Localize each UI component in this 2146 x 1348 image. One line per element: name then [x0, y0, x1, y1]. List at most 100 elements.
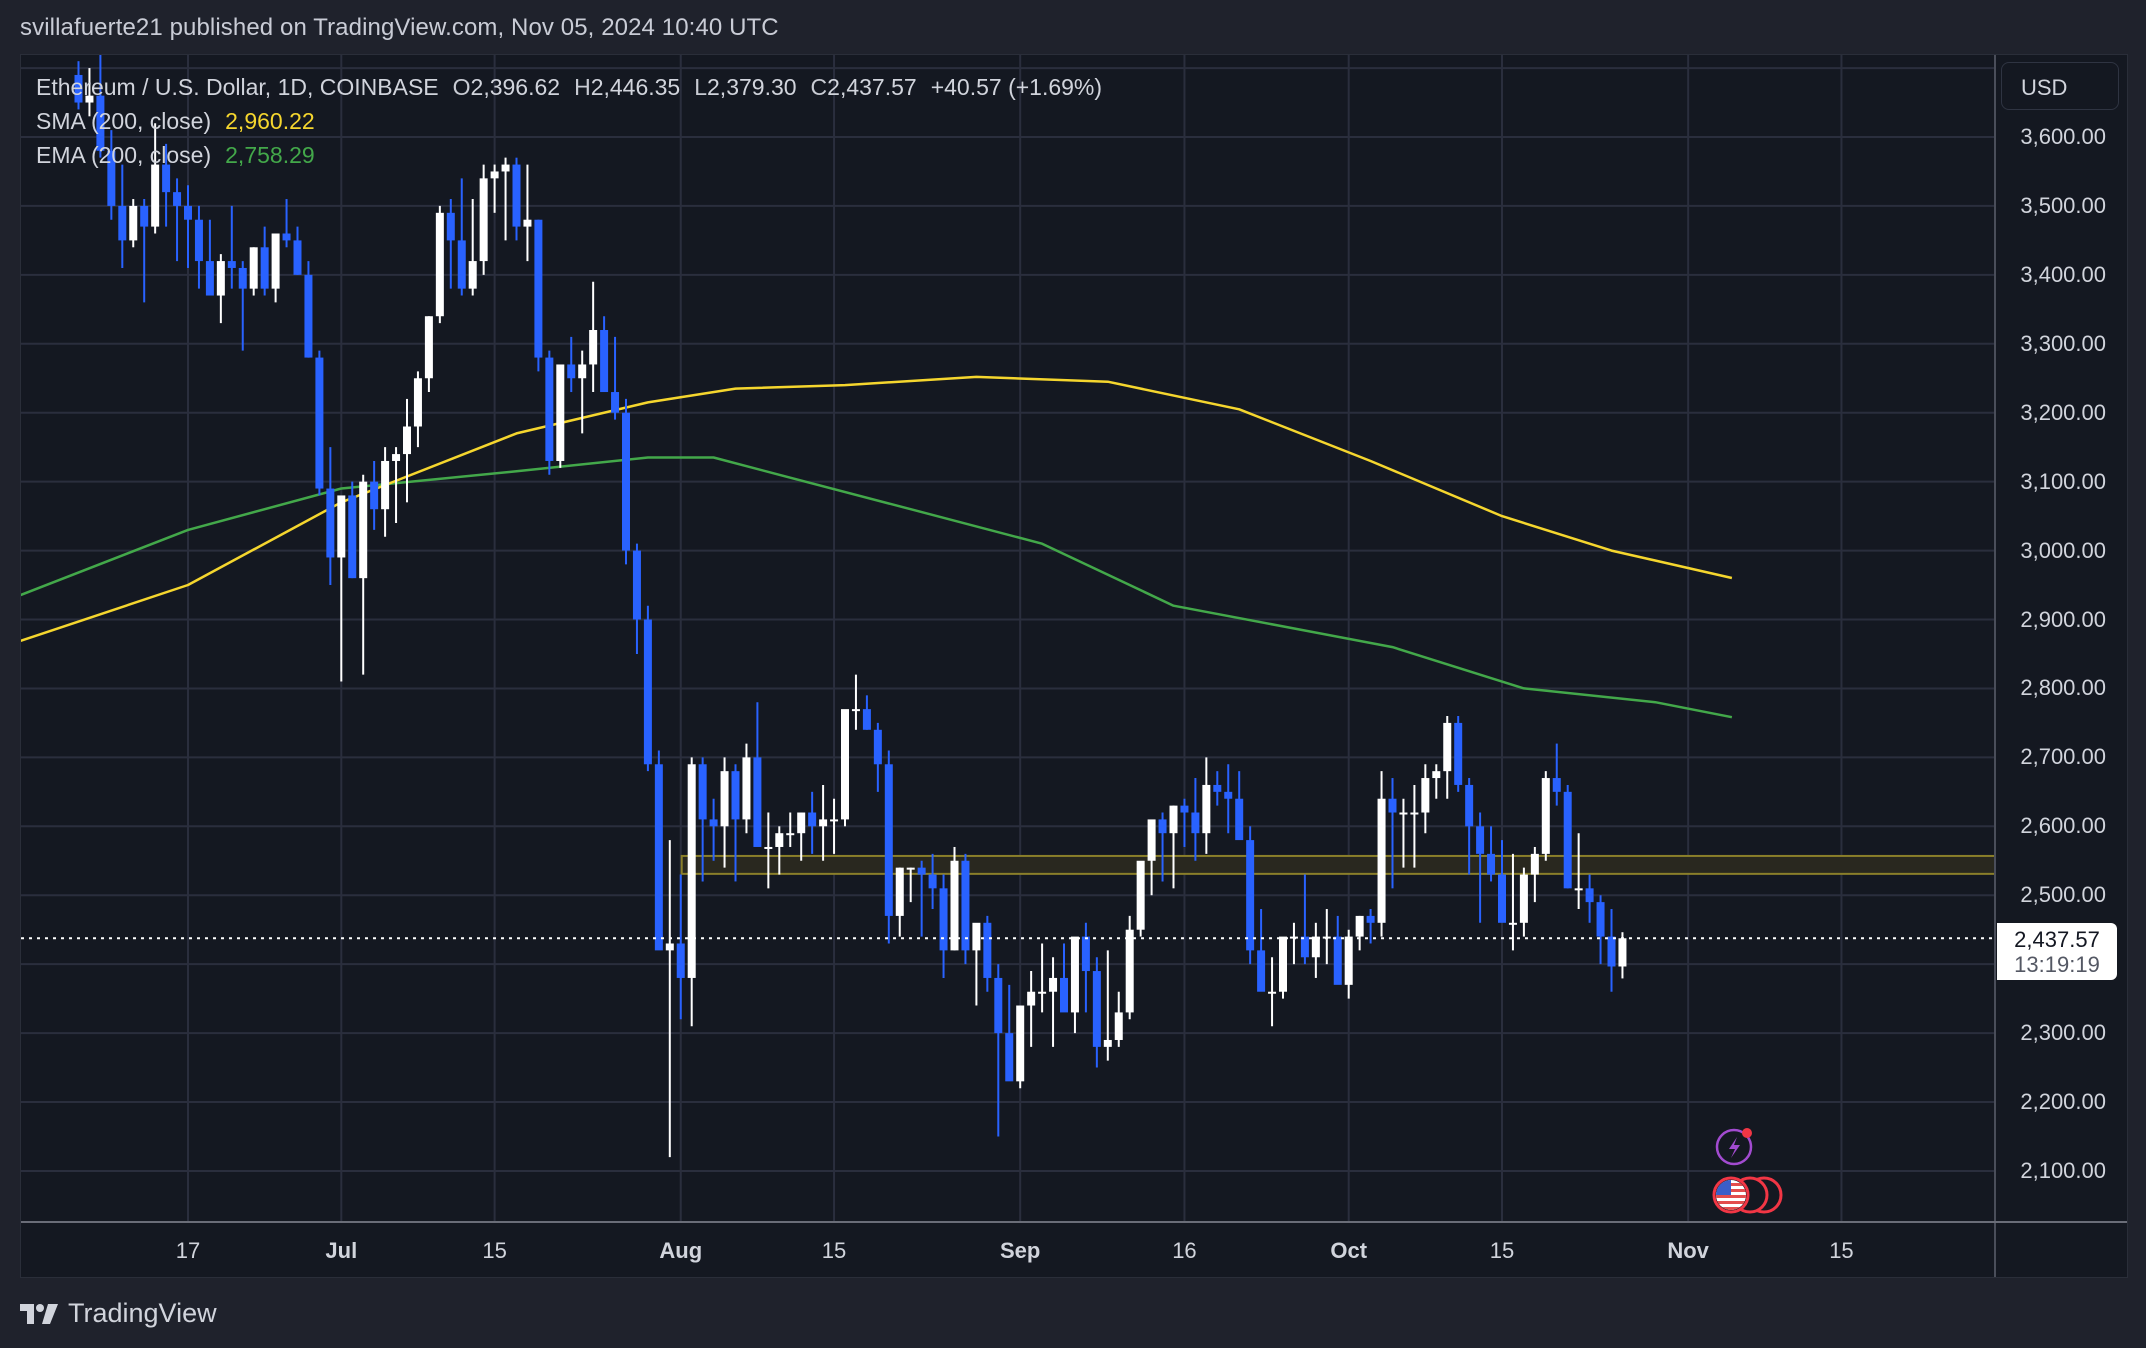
- candle-body: [1060, 977, 1068, 1013]
- high-value: H2,446.35: [574, 74, 681, 100]
- time-tick-label: Nov: [1667, 1238, 1709, 1263]
- candle-body: [622, 412, 630, 551]
- candle-body: [873, 729, 882, 765]
- candle-body: [1257, 950, 1266, 992]
- ema-legend-row[interactable]: EMA (200, close) 2,758.29: [36, 138, 1102, 172]
- candle-body: [260, 247, 269, 289]
- candle-body: [1016, 1005, 1025, 1082]
- candle-body: [457, 240, 466, 289]
- candle-body: [1027, 991, 1036, 1006]
- candle-body: [1038, 991, 1047, 994]
- candle-body: [512, 164, 521, 227]
- candle-body: [424, 316, 433, 379]
- candle-body: [381, 460, 390, 510]
- candle-body: [392, 454, 401, 461]
- candle-body: [819, 819, 828, 827]
- candle-body: [611, 392, 620, 413]
- candle-body: [884, 764, 893, 916]
- candle-body: [972, 922, 981, 951]
- candle-body: [96, 95, 105, 151]
- candle-body: [282, 233, 291, 241]
- time-tick-label: 17: [175, 1238, 201, 1263]
- ema-value: 2,758.29: [225, 142, 315, 168]
- candle-body: [1410, 812, 1419, 815]
- news-flash-event-icon[interactable]: [1713, 1124, 1757, 1168]
- candle-body: [742, 757, 751, 820]
- candle-body: [129, 205, 138, 241]
- candle-body: [468, 261, 477, 289]
- candle-body: [1213, 784, 1222, 792]
- time-tick-label: 15: [821, 1238, 847, 1263]
- candle-body: [1191, 812, 1200, 834]
- candle-body: [720, 771, 729, 827]
- candle-body: [326, 488, 335, 558]
- candle-body: [1454, 722, 1463, 785]
- candle-body: [775, 833, 784, 847]
- candle-body: [249, 247, 258, 289]
- ema-label: EMA (200, close): [36, 142, 212, 168]
- candle-body: [435, 212, 444, 317]
- time-tick-label: Jul: [325, 1238, 358, 1263]
- candle-body: [1114, 1012, 1123, 1040]
- candle-body: [479, 178, 488, 262]
- symbol-title[interactable]: Ethereum / U.S. Dollar, 1D, COINBASE: [36, 74, 439, 100]
- candle-body: [950, 860, 959, 951]
- candle-body: [523, 219, 532, 227]
- candle-body: [501, 164, 510, 172]
- candle-body: [786, 833, 795, 836]
- candle-body: [227, 261, 236, 268]
- sma-value: 2,960.22: [225, 108, 315, 134]
- candle-body: [413, 378, 422, 427]
- close-value: C2,437.57: [810, 74, 917, 100]
- candle-body: [1618, 938, 1627, 967]
- candle-body: [1147, 819, 1156, 861]
- candle-body: [304, 274, 313, 358]
- price-tick-label: 3,200.00: [2020, 399, 2106, 425]
- candle-body: [238, 267, 247, 289]
- price-tick-label: 2,300.00: [2020, 1020, 2106, 1046]
- candle-body: [797, 812, 806, 834]
- price-tick-label: 2,700.00: [2020, 744, 2106, 770]
- candle-body: [983, 922, 992, 978]
- currency-button[interactable]: USD: [2001, 62, 2119, 110]
- time-tick-label: Sep: [1000, 1238, 1041, 1263]
- time-tick-label: Aug: [659, 1238, 703, 1263]
- candle-body: [1552, 778, 1561, 792]
- brand-name: TradingView: [68, 1298, 217, 1328]
- candle-body: [348, 495, 357, 579]
- candle-body: [578, 364, 587, 379]
- chart-legend: Ethereum / U.S. Dollar, 1D, COINBASE O2,…: [36, 70, 1102, 172]
- candle-body: [928, 874, 937, 889]
- candle-body: [1355, 915, 1364, 937]
- candle-body: [1498, 874, 1506, 923]
- candle-body: [205, 261, 214, 296]
- candle-body: [1125, 929, 1134, 1013]
- candle-body: [1235, 798, 1244, 841]
- support-zone-rectangle: [680, 854, 1995, 875]
- published-by-line: svillafuerte21 published on TradingView.…: [20, 14, 779, 41]
- candle-body: [545, 357, 554, 461]
- candle-body: [173, 192, 182, 206]
- candle-body: [403, 426, 411, 455]
- candle-body: [370, 481, 379, 510]
- price-tick-label: 2,500.00: [2020, 882, 2106, 908]
- sma-legend-row[interactable]: SMA (200, close) 2,960.22: [36, 104, 1102, 138]
- candle-body: [1070, 936, 1079, 1013]
- open-value: O2,396.62: [452, 74, 561, 100]
- candle-body: [359, 481, 368, 579]
- candle-body: [1465, 784, 1474, 827]
- candle-body: [994, 977, 1003, 1034]
- candle-body: [1541, 778, 1550, 854]
- candle-body: [709, 819, 718, 827]
- us-economic-events-icon[interactable]: [1712, 1175, 1792, 1215]
- candle-body: [643, 619, 652, 765]
- tradingview-logo[interactable]: TradingView: [20, 1298, 217, 1329]
- candle-body: [731, 771, 740, 820]
- candle-body: [1224, 791, 1233, 799]
- candle-body: [1377, 798, 1386, 923]
- candle-body: [315, 357, 324, 489]
- ohlc-row: Ethereum / U.S. Dollar, 1D, COINBASE O2,…: [36, 70, 1102, 104]
- candle-body: [1092, 971, 1101, 1047]
- candle-body: [753, 757, 762, 847]
